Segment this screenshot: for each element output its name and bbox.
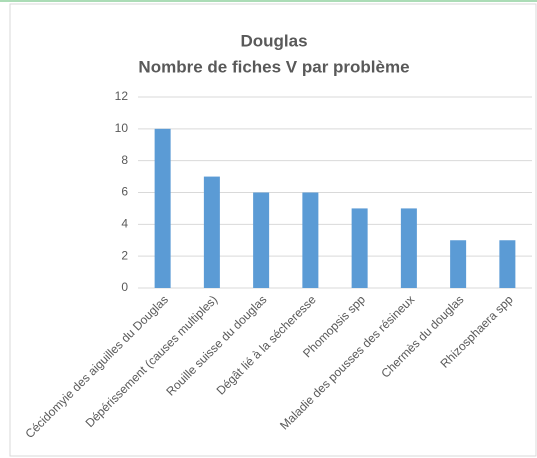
chart-title: Nombre de fiches V par problème (138, 57, 409, 76)
y-tick-label: 12 (115, 89, 129, 103)
y-tick-label: 8 (121, 153, 128, 167)
bar (302, 192, 319, 288)
bar (499, 240, 516, 288)
y-tick-label: 6 (121, 185, 128, 199)
bar (400, 208, 417, 288)
y-tick-label: 2 (121, 248, 128, 262)
y-tick-label: 0 (121, 280, 128, 294)
bar (154, 128, 171, 288)
chart-title: Douglas (240, 31, 307, 50)
chart-frame (9, 3, 537, 457)
bar (351, 208, 368, 288)
bar (253, 192, 270, 288)
y-tick-label: 4 (121, 217, 128, 231)
bar (203, 176, 220, 288)
y-tick-label: 10 (115, 121, 129, 135)
bar (450, 240, 467, 288)
